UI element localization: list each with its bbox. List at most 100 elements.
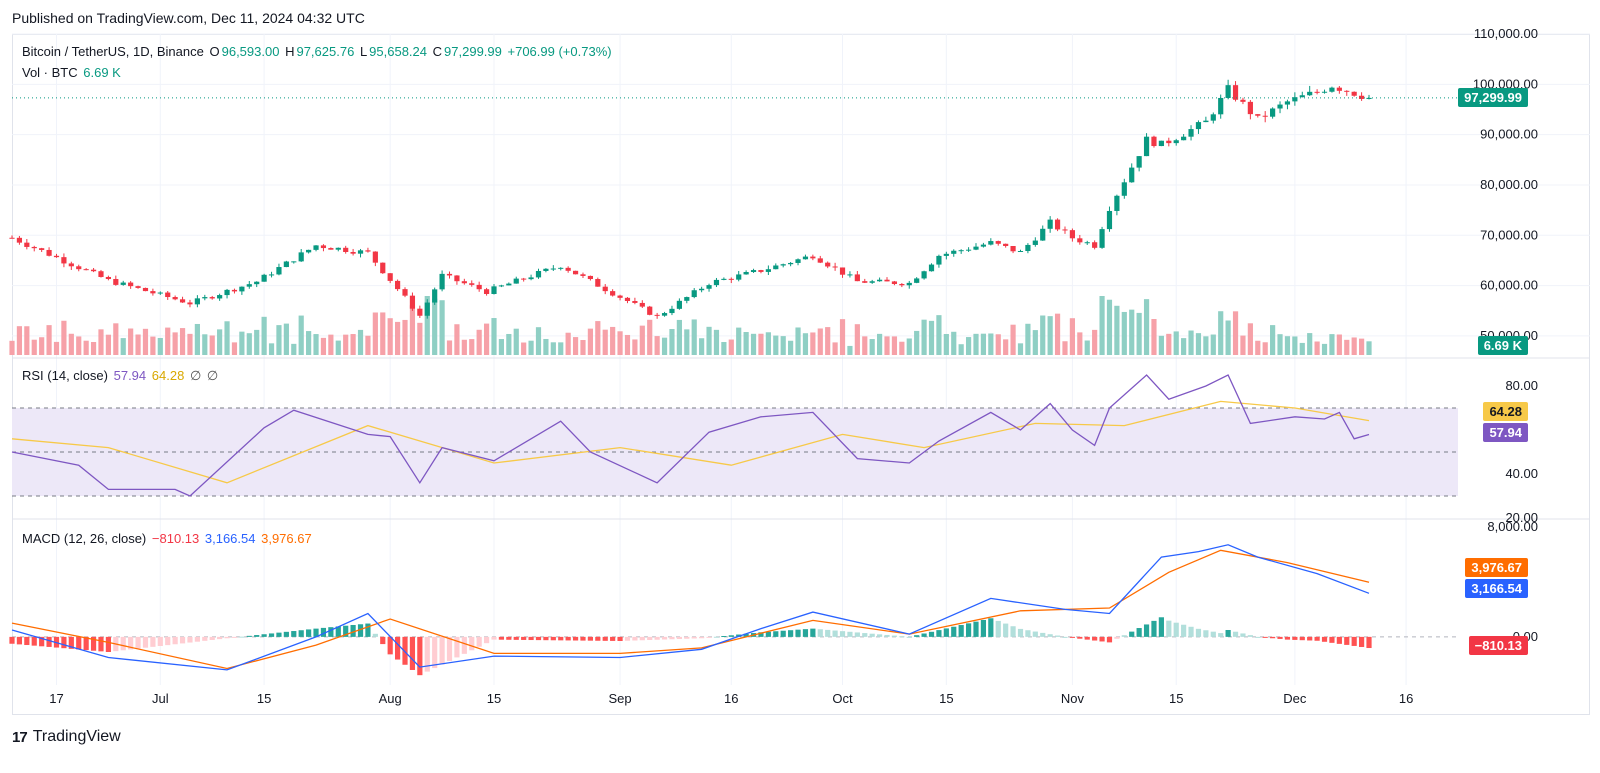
time-axis-tick: Aug xyxy=(379,691,402,706)
macd-histogram-bar xyxy=(1143,624,1150,637)
volume-bar xyxy=(1054,313,1061,355)
macd-histogram-bar xyxy=(1181,624,1187,637)
volume-bar xyxy=(654,336,660,355)
volume-bar xyxy=(291,343,297,355)
candle-body xyxy=(387,273,393,281)
candle-body xyxy=(291,261,297,263)
macd-histogram-bar xyxy=(39,636,45,647)
volume-badge: 6.69 K xyxy=(1477,336,1528,355)
candle-body xyxy=(1173,140,1179,144)
volume-bar xyxy=(1092,329,1098,355)
candle-body xyxy=(847,274,853,276)
low-label: L xyxy=(359,44,368,59)
candle-body xyxy=(16,237,23,243)
volume-bar xyxy=(1210,334,1216,355)
candle-body xyxy=(335,247,341,250)
candle-body xyxy=(150,291,156,294)
rsi-axis-tick: 80.00 xyxy=(1505,378,1538,393)
volume-bar xyxy=(1143,299,1150,355)
macd-histogram-bar xyxy=(973,621,979,637)
macd-histogram-bar xyxy=(1218,633,1224,637)
candle-body xyxy=(1225,85,1231,98)
volume-bar xyxy=(788,340,794,355)
volume-bar xyxy=(1292,336,1298,355)
macd-histogram-bar xyxy=(469,636,475,651)
macd-histogram-bar xyxy=(498,636,505,640)
candle-body xyxy=(135,286,141,288)
candle-body xyxy=(513,278,519,284)
volume-bar xyxy=(1203,336,1209,355)
price-axis-tick: 80,000.00 xyxy=(1480,177,1538,192)
candle-body xyxy=(239,286,245,292)
macd-histogram-bar xyxy=(9,636,15,644)
candle-body xyxy=(587,275,593,280)
tradingview-logo-icon[interactable]: 17 xyxy=(12,728,28,746)
candle-body xyxy=(31,246,37,249)
macd-histogram-bar xyxy=(24,636,30,646)
volume-bar xyxy=(1329,334,1335,355)
change-value: +706.99 (+0.73%) xyxy=(507,44,612,59)
candle-body xyxy=(120,282,126,285)
candle-body xyxy=(469,283,475,285)
volume-bar xyxy=(335,340,341,355)
macd-histogram-bar xyxy=(1025,630,1031,637)
volume-legend: Vol · BTC 6.69 K xyxy=(22,65,123,80)
candle-body xyxy=(1262,115,1268,117)
macd-histogram-bar xyxy=(1114,636,1120,639)
macd-histogram-bar xyxy=(1284,636,1291,640)
macd-histogram-bar xyxy=(328,627,334,637)
volume-bar xyxy=(1240,335,1246,355)
high-value: 97,625.76 xyxy=(296,44,355,59)
macd-histogram-bar xyxy=(1240,633,1246,637)
macd-histogram-bar xyxy=(261,634,267,637)
volume-bar xyxy=(1299,342,1305,355)
candle-body xyxy=(535,270,542,278)
macd-histogram-bar xyxy=(1366,636,1372,649)
candle-body xyxy=(1344,90,1350,92)
macd-histogram-bar xyxy=(795,629,801,637)
candle-body xyxy=(1351,91,1357,96)
candle-body xyxy=(1255,114,1261,116)
candle-body xyxy=(105,276,111,280)
macd-histogram-bar xyxy=(439,636,445,665)
candle-body xyxy=(224,289,230,296)
volume-bar xyxy=(624,334,631,355)
candle-body xyxy=(891,281,898,285)
macd-histogram-bar xyxy=(1270,636,1276,639)
footer-logo-text[interactable]: TradingView xyxy=(32,728,121,745)
macd-histogram-bar xyxy=(528,636,534,641)
candle-body xyxy=(246,284,252,287)
macd-histogram-bar xyxy=(788,630,794,637)
volume-bar xyxy=(1277,334,1283,355)
volume-bar xyxy=(1232,311,1239,355)
volume-bar xyxy=(862,336,868,355)
macd-histogram-bar xyxy=(283,631,289,637)
volume-bar xyxy=(239,331,245,355)
volume-bar xyxy=(647,319,653,355)
volume-bar xyxy=(676,319,682,355)
volume-bar xyxy=(543,338,549,355)
candle-body xyxy=(217,295,223,299)
volume-bar xyxy=(1255,340,1261,355)
volume-bar xyxy=(491,318,497,355)
macd-histogram-bar xyxy=(854,632,860,637)
macd-value: 3,166.54 xyxy=(204,531,256,546)
candle-body xyxy=(1284,101,1291,105)
macd-histogram-bar xyxy=(128,636,134,650)
candle-body xyxy=(699,288,705,291)
candle-body xyxy=(1129,167,1135,183)
price-badge: 97,299.99 xyxy=(1458,88,1528,107)
candle-body xyxy=(1314,91,1320,93)
candle-body xyxy=(179,299,186,303)
macd-histogram-bar xyxy=(847,631,853,637)
volume-bar xyxy=(699,338,705,355)
candle-body xyxy=(424,302,430,316)
macd-histogram-bar xyxy=(869,633,875,637)
candle-body xyxy=(1329,87,1335,92)
volume-bar xyxy=(1314,341,1320,355)
macd-histogram-bar xyxy=(1225,630,1231,637)
volume-bar xyxy=(357,329,364,355)
macd-histogram-bar xyxy=(647,636,653,640)
candle-body xyxy=(936,255,942,265)
